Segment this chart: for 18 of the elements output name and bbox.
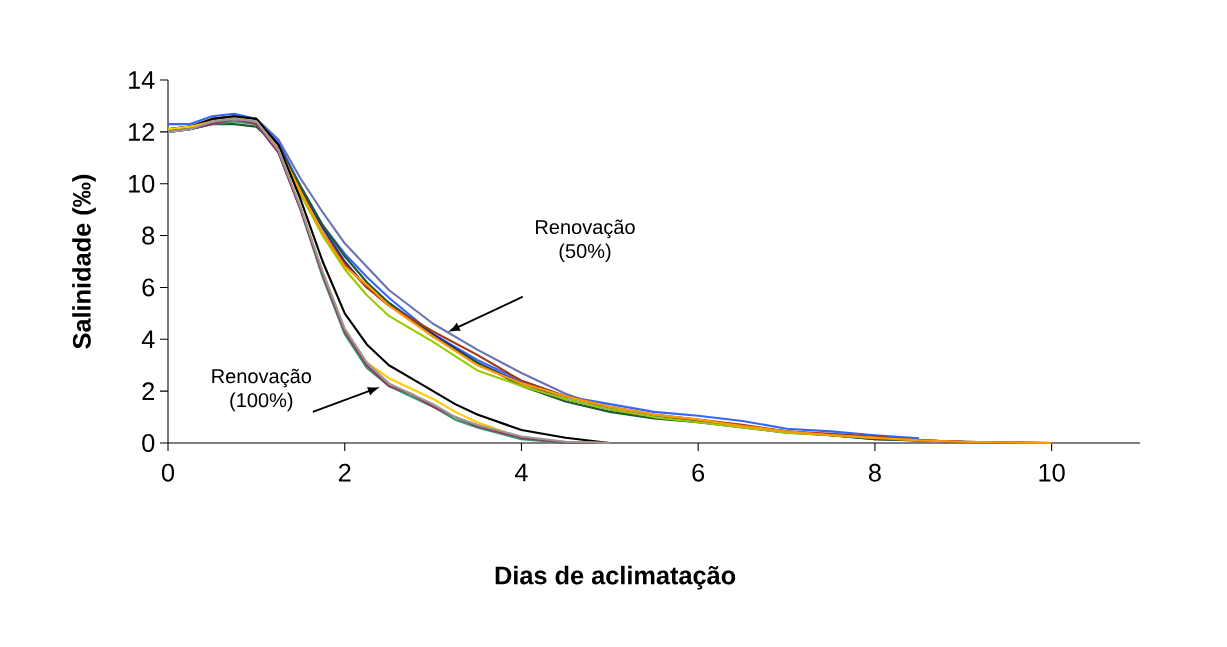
x-tick-label: 0	[161, 463, 175, 482]
x-axis-title: Dias de aclimatação	[495, 565, 736, 590]
annotation: Renovação (50%)	[536, 219, 635, 263]
y-tick-label: 8	[142, 226, 155, 245]
annotation: Renovação (100%)	[212, 368, 312, 412]
y-tick-label: 2	[142, 382, 155, 400]
y-tick-label: 12	[129, 123, 155, 141]
x-tick-label: 6	[692, 463, 705, 482]
y-axis-title: Salinidade (‰)	[72, 174, 96, 349]
y-tick-label: 6	[142, 278, 155, 297]
y-tick-label: 4	[141, 330, 155, 348]
x-tick-label: 2	[338, 463, 351, 482]
x-tick-label: 4	[515, 463, 528, 482]
x-tick-label: 8	[868, 463, 881, 482]
y-tick-label: 0	[142, 434, 155, 452]
y-tick-label: 14	[129, 71, 155, 89]
x-tick-label: 10	[1039, 463, 1065, 482]
y-tick-label: 10	[129, 174, 155, 193]
